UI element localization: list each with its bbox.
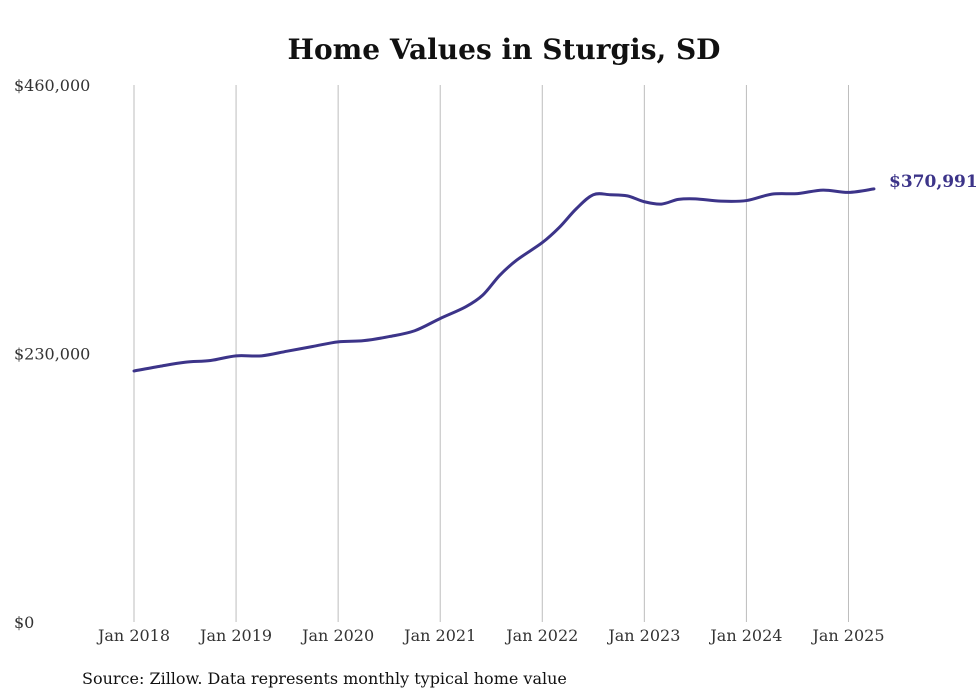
end-value-label: $370,991 (889, 172, 978, 192)
y-tick-label-1: $230,000 (14, 345, 90, 364)
y-tick-label-0: $0 (14, 613, 34, 632)
x-tick-label-0: Jan 2018 (96, 626, 170, 645)
home-value-series-line (132, 187, 876, 373)
x-tick-label-4: Jan 2022 (504, 626, 578, 645)
y-tick-label-2: $460,000 (14, 76, 90, 95)
x-axis-ticks: Jan 2018 Jan 2019 Jan 2020 Jan 2021 Jan 2022… (96, 626, 885, 645)
chart-title: Home Values in Sturgis, SD (288, 33, 721, 66)
x-tick-label-7: Jan 2025 (810, 626, 884, 645)
gridlines (133, 85, 849, 622)
x-tick-label-6: Jan 2024 (708, 626, 782, 645)
y-axis-ticks: $0 $230,000 $460,000 (14, 76, 90, 632)
source-note: Source: Zillow. Data represents monthly … (82, 669, 567, 688)
x-tick-label-5: Jan 2023 (606, 626, 680, 645)
x-tick-label-2: Jan 2020 (300, 626, 374, 645)
x-tick-label-1: Jan 2019 (198, 626, 272, 645)
x-tick-label-3: Jan 2021 (402, 626, 476, 645)
